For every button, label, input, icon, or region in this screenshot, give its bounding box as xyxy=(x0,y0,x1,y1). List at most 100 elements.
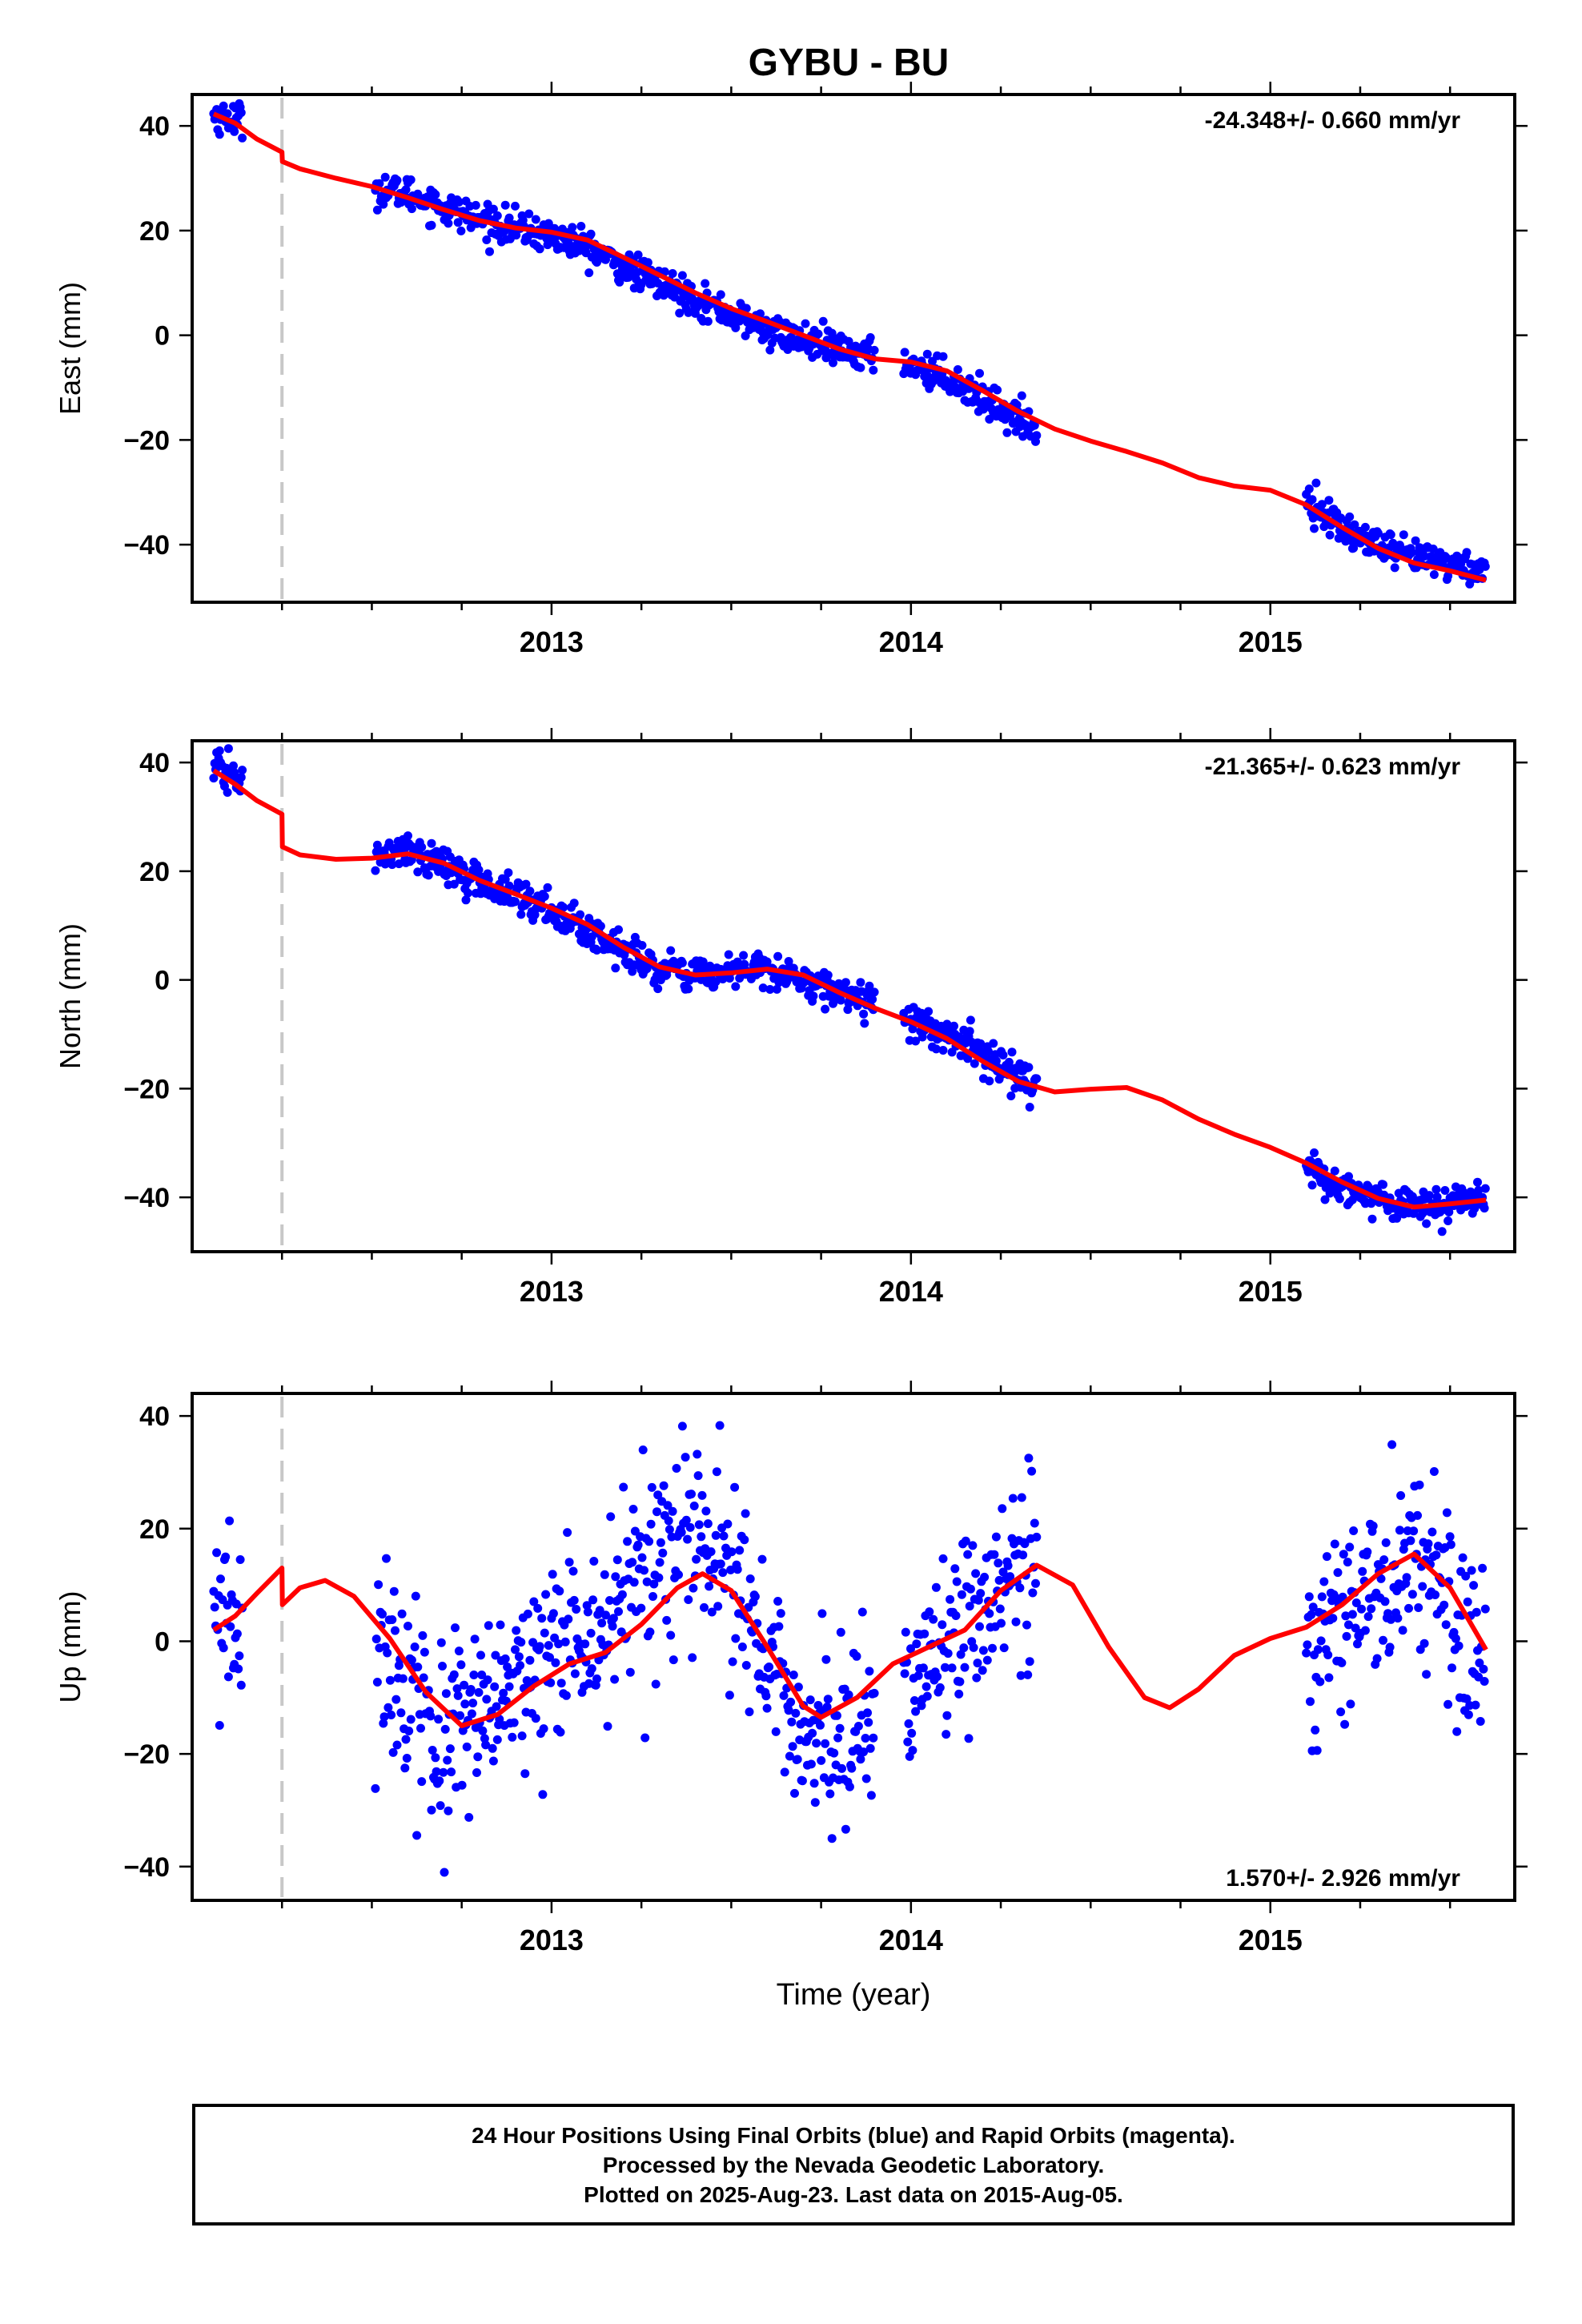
up-data-point xyxy=(1342,1631,1351,1641)
up-data-point xyxy=(728,1657,737,1667)
up-data-point xyxy=(419,1673,428,1683)
up-data-point xyxy=(551,1658,560,1667)
east-x-tick-label: 2013 xyxy=(520,625,584,658)
up-data-point xyxy=(410,1642,420,1651)
north-data-point xyxy=(821,1004,830,1014)
up-data-point xyxy=(745,1574,755,1583)
up-data-point xyxy=(988,1643,997,1653)
up-data-point xyxy=(470,1634,480,1644)
east-data-point xyxy=(584,268,594,278)
up-data-point xyxy=(1363,1547,1372,1557)
up-data-point xyxy=(456,1660,466,1670)
up-data-point xyxy=(582,1601,592,1610)
east-data-point xyxy=(869,345,879,355)
up-data-point xyxy=(387,1615,397,1624)
up-data-point xyxy=(808,1728,817,1738)
up-data-point xyxy=(1387,1440,1397,1449)
north-data-point xyxy=(1470,1204,1480,1213)
up-data-point xyxy=(382,1554,391,1563)
up-data-point xyxy=(1431,1550,1441,1560)
north-data-point xyxy=(1407,1192,1417,1201)
north-data-point xyxy=(569,899,579,908)
up-data-point xyxy=(1479,1664,1488,1674)
north-y-tick-label: −20 xyxy=(123,1074,170,1104)
up-data-point xyxy=(474,1687,484,1697)
up-data-point xyxy=(416,1723,425,1733)
east-data-point xyxy=(1032,431,1042,440)
caption-line-3: Plotted on 2025-Aug-23. Last data on 201… xyxy=(584,2181,1123,2207)
up-data-point xyxy=(762,1703,772,1713)
up-data-point xyxy=(942,1711,952,1720)
up-data-point xyxy=(531,1714,540,1723)
east-data-point xyxy=(856,363,865,372)
up-data-point xyxy=(659,1481,669,1490)
north-data-point xyxy=(1025,1103,1034,1112)
up-data-point xyxy=(853,1722,863,1731)
east-data-point xyxy=(1411,536,1420,545)
up-data-point xyxy=(664,1516,673,1526)
up-data-point xyxy=(685,1522,695,1532)
east-data-point xyxy=(1429,570,1439,579)
east-data-point xyxy=(1350,520,1359,529)
up-data-point xyxy=(654,1573,664,1582)
up-data-point xyxy=(677,1528,686,1537)
up-data-point xyxy=(973,1659,982,1668)
up-data-point xyxy=(946,1594,955,1604)
east-data-point xyxy=(801,319,810,328)
north-data-point xyxy=(404,831,412,841)
up-data-point xyxy=(719,1531,729,1541)
up-data-point xyxy=(1376,1574,1386,1583)
up-data-point xyxy=(605,1596,614,1605)
up-data-point xyxy=(1447,1663,1456,1673)
up-data-point xyxy=(1317,1592,1327,1602)
east-data-point xyxy=(668,269,677,278)
up-data-point xyxy=(225,1516,235,1526)
up-data-point xyxy=(765,1663,774,1671)
north-data-point xyxy=(371,866,380,875)
up-data-point xyxy=(1028,1588,1038,1598)
east-data-point xyxy=(236,108,246,118)
up-data-point xyxy=(1339,1550,1348,1559)
north-data-point xyxy=(611,963,620,973)
up-data-point xyxy=(816,1720,825,1730)
north-data-point xyxy=(1032,1074,1042,1084)
east-data-point xyxy=(431,190,440,199)
up-data-point xyxy=(1302,1648,1311,1658)
north-data-point xyxy=(521,879,531,889)
up-data-point xyxy=(434,1715,444,1724)
caption-box: 24 Hour Positions Using Final Orbits (bl… xyxy=(192,2104,1515,2225)
up-data-point xyxy=(806,1759,816,1769)
up-data-point xyxy=(663,1501,673,1510)
east-data-point xyxy=(512,231,521,240)
up-data-point xyxy=(829,1748,839,1758)
up-data-point xyxy=(1336,1707,1346,1717)
up-data-point xyxy=(857,1607,867,1617)
north-data-point xyxy=(809,991,818,1001)
east-data-point xyxy=(1310,524,1319,533)
north-data-point xyxy=(1444,1208,1454,1216)
north-data-point xyxy=(592,946,601,955)
up-data-point xyxy=(692,1554,701,1564)
east-data-point xyxy=(454,197,464,207)
up-data-point xyxy=(1368,1522,1378,1530)
up-data-point xyxy=(1003,1561,1013,1570)
up-data-point xyxy=(1011,1617,1021,1626)
up-data-point xyxy=(431,1753,440,1763)
up-data-point xyxy=(601,1610,610,1620)
up-data-point xyxy=(1347,1610,1357,1619)
up-data-point xyxy=(401,1735,411,1744)
up-data-point xyxy=(535,1642,544,1651)
east-data-point xyxy=(985,415,994,424)
up-data-point xyxy=(484,1621,493,1630)
up-data-point xyxy=(1393,1614,1403,1623)
north-data-point xyxy=(1307,1180,1317,1190)
up-data-point xyxy=(733,1565,742,1574)
up-data-point xyxy=(716,1559,725,1569)
up-data-point xyxy=(215,1721,224,1730)
north-data-point xyxy=(413,867,423,877)
up-data-point xyxy=(822,1703,832,1711)
up-data-point xyxy=(610,1675,620,1684)
east-data-point xyxy=(456,226,466,235)
up-data-point xyxy=(372,1678,382,1687)
up-data-point xyxy=(1349,1526,1359,1535)
